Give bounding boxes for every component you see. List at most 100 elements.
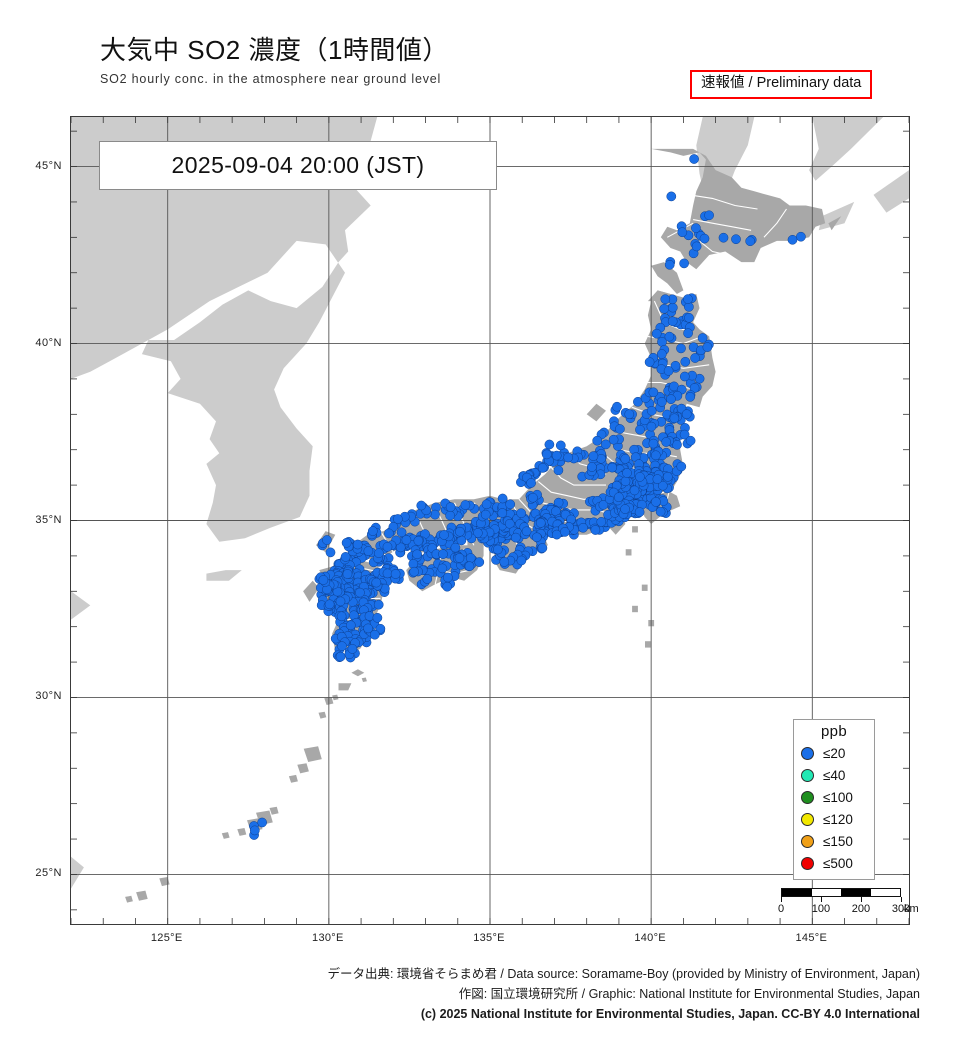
station-marker[interactable]	[697, 333, 708, 343]
legend-row-1[interactable]: ≤40	[794, 764, 874, 786]
station-marker[interactable]	[535, 518, 546, 528]
station-marker[interactable]	[563, 452, 574, 463]
station-marker[interactable]	[656, 349, 667, 359]
station-marker[interactable]	[395, 542, 406, 553]
station-marker[interactable]	[662, 471, 673, 482]
station-marker[interactable]	[659, 303, 670, 314]
station-marker[interactable]	[666, 394, 676, 405]
station-marker[interactable]	[667, 316, 678, 327]
station-marker[interactable]	[787, 234, 798, 245]
station-marker[interactable]	[336, 611, 347, 622]
station-marker[interactable]	[384, 528, 394, 539]
station-marker[interactable]	[347, 644, 358, 654]
station-marker[interactable]	[382, 568, 393, 579]
station-marker[interactable]	[664, 259, 675, 270]
station-marker[interactable]	[635, 472, 645, 482]
station-marker[interactable]	[392, 514, 403, 524]
station-marker[interactable]	[371, 577, 382, 588]
station-marker[interactable]	[646, 405, 657, 416]
station-marker[interactable]	[560, 527, 570, 537]
station-marker[interactable]	[650, 450, 661, 461]
station-marker[interactable]	[731, 234, 741, 245]
station-marker[interactable]	[677, 227, 688, 238]
station-marker[interactable]	[676, 343, 686, 354]
station-marker[interactable]	[437, 563, 448, 574]
station-marker[interactable]	[363, 546, 374, 556]
station-marker[interactable]	[684, 312, 694, 323]
station-marker[interactable]	[657, 480, 668, 491]
station-marker[interactable]	[472, 528, 483, 538]
station-marker[interactable]	[422, 574, 433, 584]
station-marker[interactable]	[480, 509, 491, 520]
station-marker[interactable]	[620, 476, 631, 487]
station-marker[interactable]	[634, 507, 645, 517]
station-marker[interactable]	[504, 518, 515, 529]
station-marker[interactable]	[342, 569, 353, 579]
station-marker[interactable]	[663, 366, 674, 376]
station-marker[interactable]	[685, 435, 696, 446]
station-marker[interactable]	[745, 236, 756, 247]
station-marker[interactable]	[531, 532, 542, 543]
station-marker[interactable]	[666, 191, 677, 202]
station-marker[interactable]	[553, 465, 564, 476]
station-marker[interactable]	[497, 493, 508, 504]
station-marker[interactable]	[648, 387, 659, 398]
station-marker[interactable]	[796, 231, 806, 242]
station-marker[interactable]	[335, 651, 346, 662]
station-marker[interactable]	[551, 450, 562, 461]
station-marker[interactable]	[363, 623, 373, 634]
station-marker[interactable]	[505, 499, 516, 510]
station-marker[interactable]	[689, 154, 699, 164]
station-marker[interactable]	[510, 532, 521, 543]
station-marker[interactable]	[445, 510, 455, 521]
legend-row-0[interactable]: ≤20	[794, 742, 874, 764]
station-marker[interactable]	[373, 599, 384, 610]
station-marker[interactable]	[516, 555, 527, 566]
station-marker[interactable]	[587, 462, 597, 472]
station-marker[interactable]	[367, 526, 378, 536]
station-marker[interactable]	[481, 499, 492, 510]
station-marker[interactable]	[648, 438, 659, 449]
station-marker[interactable]	[492, 544, 503, 555]
station-marker[interactable]	[390, 569, 401, 579]
station-marker[interactable]	[443, 572, 453, 583]
station-marker[interactable]	[620, 454, 631, 464]
station-marker[interactable]	[660, 294, 671, 305]
station-marker[interactable]	[652, 474, 663, 484]
station-marker[interactable]	[592, 435, 603, 446]
station-marker[interactable]	[596, 517, 607, 527]
station-marker[interactable]	[588, 451, 599, 461]
station-marker[interactable]	[355, 587, 365, 598]
station-marker[interactable]	[382, 542, 393, 552]
station-marker[interactable]	[681, 409, 692, 420]
station-marker[interactable]	[374, 548, 384, 559]
station-marker[interactable]	[600, 439, 611, 450]
station-marker[interactable]	[651, 328, 662, 339]
station-marker[interactable]	[544, 439, 555, 450]
station-marker[interactable]	[454, 553, 465, 563]
station-marker[interactable]	[699, 233, 710, 244]
station-marker[interactable]	[526, 478, 536, 488]
station-marker[interactable]	[578, 522, 588, 533]
legend-row-3[interactable]: ≤120	[794, 808, 874, 830]
station-marker[interactable]	[635, 424, 645, 435]
station-marker[interactable]	[664, 331, 675, 342]
station-marker[interactable]	[622, 468, 632, 478]
station-marker[interactable]	[615, 424, 625, 434]
station-marker[interactable]	[537, 463, 548, 473]
station-marker[interactable]	[497, 508, 508, 518]
station-marker[interactable]	[690, 353, 700, 363]
station-marker[interactable]	[460, 500, 471, 510]
station-marker[interactable]	[445, 502, 456, 512]
station-marker[interactable]	[672, 439, 682, 450]
station-marker[interactable]	[364, 611, 375, 621]
station-marker[interactable]	[683, 328, 693, 339]
legend-row-5[interactable]: ≤500	[794, 852, 874, 874]
station-marker[interactable]	[598, 500, 609, 510]
station-marker[interactable]	[409, 566, 420, 577]
station-marker[interactable]	[352, 539, 363, 550]
station-marker[interactable]	[669, 413, 680, 424]
station-marker[interactable]	[661, 437, 672, 447]
station-marker[interactable]	[450, 542, 461, 553]
station-marker[interactable]	[438, 549, 448, 559]
